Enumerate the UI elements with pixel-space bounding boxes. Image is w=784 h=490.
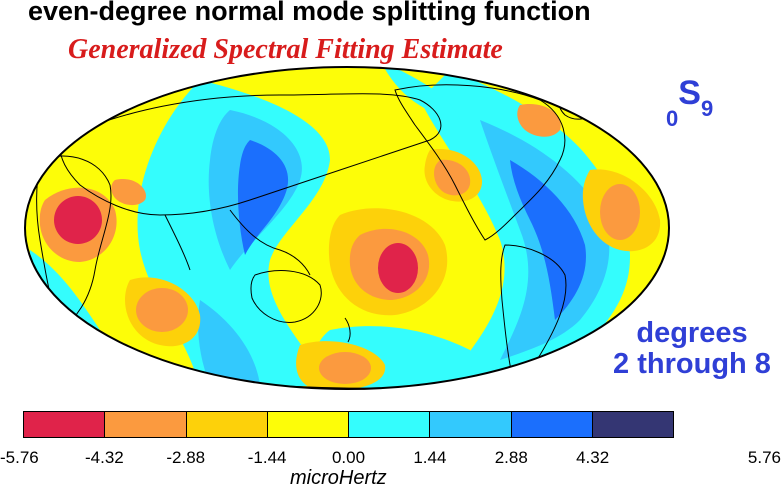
colorbar-tick-label: 5.76 [747, 448, 781, 467]
contour-band [378, 243, 418, 293]
contour-band [510, 160, 586, 320]
colorbar-tick-label: -1.44 [247, 448, 287, 467]
mode-suffix: 9 [700, 96, 714, 121]
figure-subtitle: Generalized Spectral Fitting Estimate [68, 34, 503, 65]
colorbar-tick-label: 4.32 [576, 448, 610, 467]
colorbar-ticks: -5.76 -4.32 -2.88 -1.44 0.00 1.44 2.88 4.32 5.76 [0, 448, 784, 472]
contour-band [517, 104, 561, 137]
colorbar-segment [186, 412, 268, 437]
contour-band [380, 67, 460, 120]
coastline-africa [36, 155, 112, 331]
colorbar [23, 411, 674, 438]
colorbar-tick-label: -4.32 [85, 448, 124, 467]
mode-main: S [678, 74, 701, 112]
colorbar-segment [267, 412, 349, 437]
mode-label: 0S9 [666, 74, 713, 130]
contour-band [600, 184, 640, 240]
figure-title: even-degree normal mode splitting functi… [28, 0, 591, 26]
coastline-se-asia [229, 209, 311, 276]
contour-band [237, 140, 289, 255]
degree-range-label: degrees 2 through 8 [600, 318, 784, 380]
coastline-australia [250, 270, 322, 323]
colorbar-segment [592, 412, 673, 437]
colorbar-segment [430, 412, 512, 437]
colorbar-tick-label: -2.88 [166, 448, 206, 467]
colorbar-segment [349, 412, 431, 437]
degree-range-line-1: degrees [636, 317, 748, 349]
colorbar-tick-label: 2.88 [494, 448, 528, 467]
contour-band [434, 159, 471, 196]
colorbar-tick-label: 1.44 [413, 448, 447, 467]
coastline-new-zealand [344, 317, 351, 343]
colorbar-unit: microHertz [290, 467, 387, 489]
contour-band [111, 179, 146, 206]
coastline-india [164, 214, 191, 271]
colorbar-segment [511, 412, 593, 437]
contour-band [319, 352, 371, 384]
coastline-eurasia [59, 93, 442, 216]
colorbar-tick-label: 0.00 [331, 448, 366, 467]
mode-prefix: 0 [666, 106, 679, 131]
degree-range-line-2: 2 through 8 [613, 348, 771, 380]
map-outline [24, 66, 670, 390]
contour-band [54, 196, 102, 244]
colorbar-segment [24, 412, 106, 437]
contour-band [198, 300, 260, 385]
colorbar-tick-label: -5.76 [0, 448, 39, 467]
colorbar-segment [105, 412, 187, 437]
coastline-north-america [394, 84, 566, 241]
contour-band [136, 288, 188, 332]
